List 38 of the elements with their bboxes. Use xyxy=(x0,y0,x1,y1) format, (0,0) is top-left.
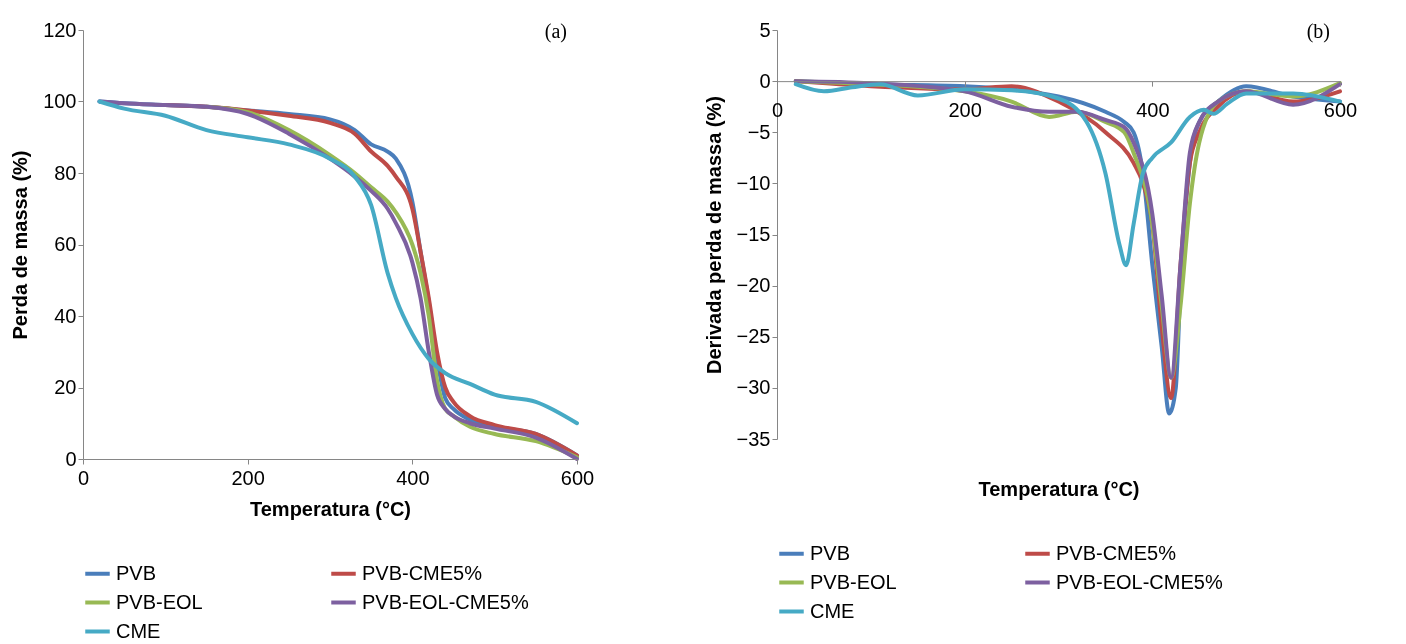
legend-label: PVB-CME5% xyxy=(1056,541,1177,564)
legend-label: PVB-EOL xyxy=(810,570,897,593)
x-tick-label: 600 xyxy=(560,466,595,489)
y-tick-label: 20 xyxy=(54,376,77,398)
y-tick-label: 5 xyxy=(759,18,771,41)
y-tick-label: −15 xyxy=(736,223,771,245)
y-tick-label: 100 xyxy=(43,90,77,112)
y-tick-label: 120 xyxy=(43,18,77,41)
annotation: (b) xyxy=(1306,20,1330,43)
y-tick-label: 80 xyxy=(54,161,77,184)
x-tick-label: 600 xyxy=(1323,98,1358,121)
legend-label: CME xyxy=(116,619,161,642)
x-tick-label: 400 xyxy=(396,466,430,489)
y-tick-label: −5 xyxy=(747,120,771,143)
y-tick-label: −35 xyxy=(736,427,771,450)
legend-label: PVB-EOL-CME5% xyxy=(362,590,529,613)
legend-label: PVB-EOL xyxy=(116,590,203,613)
legend-label: CME xyxy=(810,599,855,622)
legend-label: PVB xyxy=(116,561,157,584)
y-axis-title: Derivada perda de massa (%) xyxy=(702,96,725,374)
y-tick-label: 0 xyxy=(759,69,771,92)
legend-label: PVB xyxy=(810,541,851,564)
y-axis-title: Perda de massa (%) xyxy=(9,150,32,340)
y-tick-label: −10 xyxy=(736,171,771,194)
x-axis-title: Temperatura (°C) xyxy=(250,497,411,520)
x-tick-label: 200 xyxy=(231,466,265,489)
y-tick-label: −25 xyxy=(736,325,771,348)
x-axis-title: Temperatura (°C) xyxy=(978,477,1140,500)
y-tick-label: 60 xyxy=(54,233,77,255)
y-tick-label: 40 xyxy=(54,304,77,327)
legend-label: PVB-EOL-CME5% xyxy=(1056,570,1223,593)
annotation: (a) xyxy=(544,20,567,43)
y-tick-label: −20 xyxy=(736,274,771,297)
y-tick-label: 0 xyxy=(65,447,77,470)
x-tick-label: 200 xyxy=(948,98,982,121)
y-tick-label: −30 xyxy=(736,376,771,399)
legend-label: PVB-CME5% xyxy=(362,561,483,584)
x-tick-label: 400 xyxy=(1136,98,1170,121)
